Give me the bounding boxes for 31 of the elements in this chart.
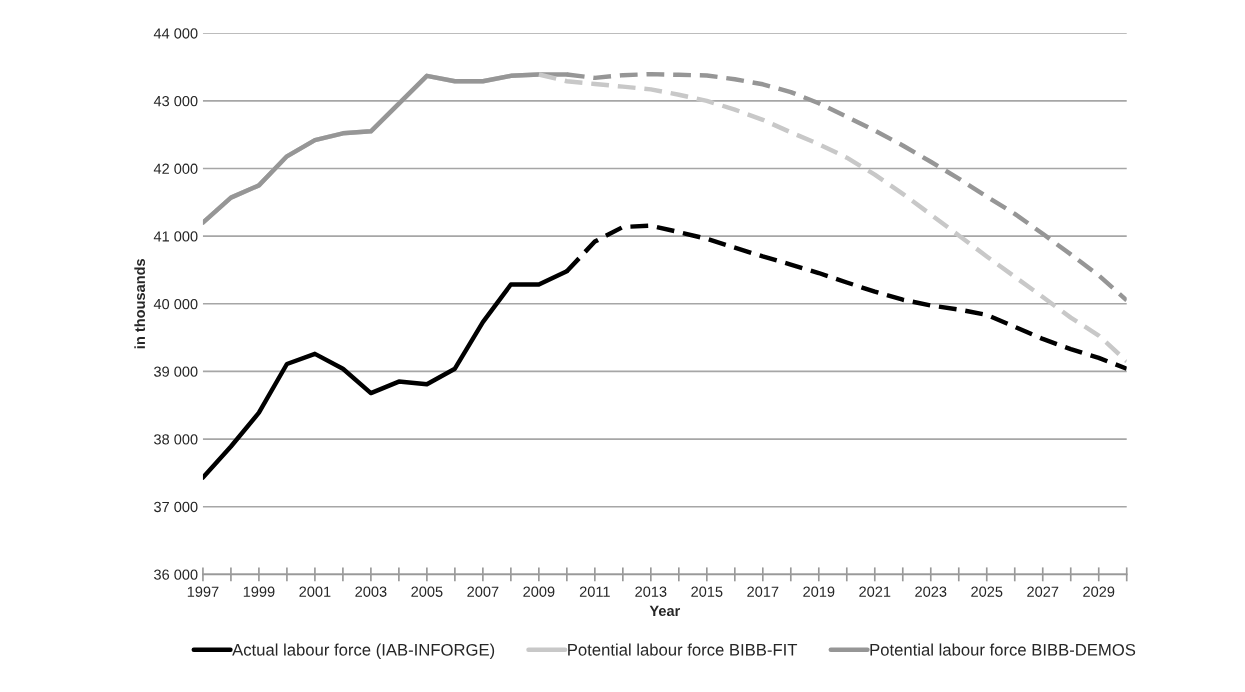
x-tick-label: 2017 [747, 586, 779, 597]
y-axis-title: in thousands [134, 259, 146, 349]
x-tick-label: 2005 [411, 586, 443, 597]
x-tick-label: 2007 [467, 586, 499, 597]
x-tick-label: 2009 [523, 586, 555, 597]
y-tick-label: 36 000 [154, 569, 198, 580]
x-axis-title: Year [649, 605, 681, 617]
legend-label: Potential labour force BIBB-FIT [568, 643, 798, 656]
x-tick-label: 2015 [691, 586, 723, 597]
y-tick-label: 41 000 [153, 231, 198, 242]
x-tick-label: 2003 [355, 586, 387, 597]
y-tick-label: 44 000 [153, 28, 198, 39]
x-tick-label: 2011 [579, 586, 610, 597]
x-tick-label: 2025 [971, 586, 1003, 597]
x-tick-label: 2013 [635, 586, 667, 597]
y-tick-label: 40 000 [153, 298, 198, 310]
x-tick-label: 2023 [915, 586, 947, 597]
x-tick-label: 1999 [243, 586, 275, 597]
x-tick-label: 2027 [1027, 586, 1059, 597]
y-tick-label: 42 000 [153, 163, 198, 174]
x-tick-label: 2021 [859, 586, 891, 597]
y-tick-label: 38 000 [154, 434, 198, 445]
x-tick-label: 2029 [1083, 586, 1115, 597]
x-tick-label: 2001 [299, 586, 331, 597]
y-tick-label: 39 000 [154, 366, 198, 377]
y-tick-label: 37 000 [154, 501, 198, 513]
legend-label: Actual labour force (IAB-INFORGE) [232, 643, 495, 659]
legend-label: Potential labour force BIBB-DEMOS [870, 643, 1136, 656]
x-tick-label: 1997 [187, 586, 219, 597]
y-tick-label: 43 000 [153, 95, 198, 107]
x-tick-label: 2019 [803, 586, 835, 597]
